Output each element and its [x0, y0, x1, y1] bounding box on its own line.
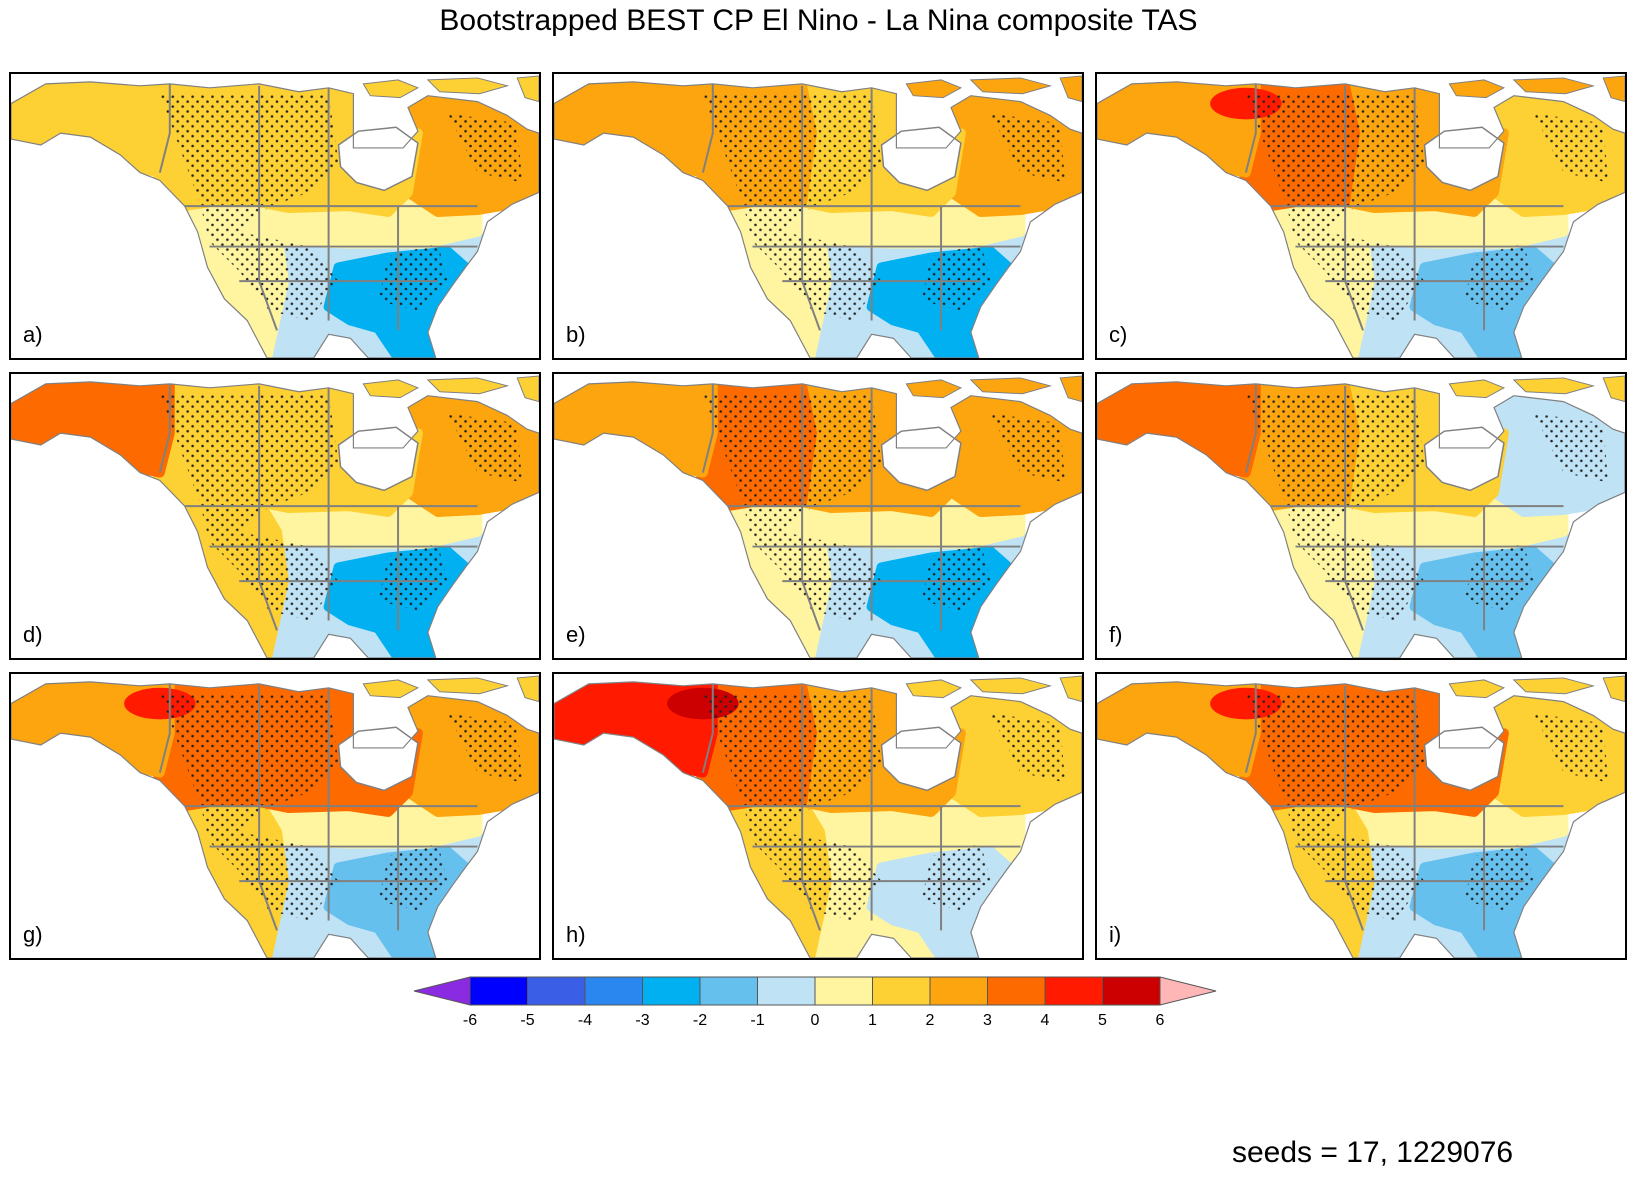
significance-stippling: [702, 393, 1066, 621]
panel-label: e): [566, 622, 586, 647]
map-panel: i): [1095, 672, 1627, 960]
colorbar-bin: [987, 976, 1046, 1006]
political-borders: [701, 383, 1021, 631]
coastline: [1097, 681, 1625, 958]
colorbar-bin: [757, 976, 816, 1006]
political-borders: [1244, 383, 1564, 631]
figure-title: Bootstrapped BEST CP El Nino - La Nina c…: [439, 4, 1198, 37]
colorbar-tick-label: -3: [635, 1012, 649, 1029]
colorbar-tick-label: -2: [693, 1012, 707, 1029]
coastline: [1097, 381, 1625, 658]
colorbar-tick-label: -6: [463, 1012, 477, 1029]
significance-stippling: [702, 693, 1066, 921]
significance-stippling: [159, 393, 523, 621]
colorbar-tick-label: -1: [750, 1012, 764, 1029]
panel-label: a): [23, 322, 43, 347]
temperature-anomaly-map: [11, 74, 539, 358]
colorbar-tick-label: 2: [926, 1012, 935, 1029]
colorbar-tick-label: 1: [868, 1012, 877, 1029]
political-borders: [701, 683, 1021, 931]
colorbar-bin: [1044, 976, 1103, 1006]
panel-label: i): [1109, 922, 1122, 947]
map-panel: f): [1095, 372, 1627, 660]
map-panel: a): [9, 72, 541, 360]
coastline: [1097, 81, 1625, 358]
map-panel: g): [9, 672, 541, 960]
temperature-anomaly-map: [554, 674, 1082, 958]
significance-stippling: [1245, 93, 1609, 321]
panel-label: d): [23, 622, 43, 647]
significance-stippling: [159, 693, 523, 921]
political-borders: [701, 83, 1021, 331]
colorbar-tick-label: 4: [1041, 1012, 1050, 1029]
temperature-anomaly-map: [1097, 74, 1625, 358]
map-panel: h): [552, 672, 1084, 960]
colorbar: -6 -5 -4 -3 -2 -1 0 1 2 3 4 5 6: [413, 976, 1217, 1029]
colorbar-bin: [814, 976, 873, 1006]
significance-stippling: [159, 93, 523, 321]
map-panel: d): [9, 372, 541, 660]
colorbar-tick-label: -4: [578, 1012, 592, 1029]
colorbar-below-triangle: [413, 976, 471, 1006]
colorbar-tick-label: 5: [1098, 1012, 1107, 1029]
political-borders: [1244, 83, 1564, 331]
significance-stippling: [1245, 393, 1609, 621]
significance-stippling: [1245, 693, 1609, 921]
colorbar-tick-label: 0: [811, 1012, 820, 1029]
coastline: [11, 381, 539, 658]
colorbar-above-triangle: [1159, 976, 1217, 1006]
colorbar-bin: [584, 976, 643, 1006]
colorbar-tick-label: 6: [1156, 1012, 1165, 1029]
temperature-anomaly-map: [554, 374, 1082, 658]
political-borders: [158, 683, 478, 931]
coastline: [554, 81, 1082, 358]
temperature-anomaly-map: [11, 674, 539, 958]
coastline: [554, 681, 1082, 958]
temperature-anomaly-map: [1097, 674, 1625, 958]
colorbar-bin: [642, 976, 701, 1006]
temperature-anomaly-map: [11, 374, 539, 658]
panel-label: c): [1109, 322, 1128, 347]
map-panel: e): [552, 372, 1084, 660]
colorbar-tick-label: -5: [520, 1012, 534, 1029]
panel-label: b): [566, 322, 586, 347]
panel-label: g): [23, 922, 43, 947]
political-borders: [158, 83, 478, 331]
colorbar-bin: [699, 976, 758, 1006]
political-borders: [158, 383, 478, 631]
colorbar-tick-label: 3: [983, 1012, 992, 1029]
political-borders: [1244, 683, 1564, 931]
coastline: [11, 81, 539, 358]
coastline: [11, 681, 539, 958]
map-panel: c): [1095, 72, 1627, 360]
colorbar-bin: [1102, 976, 1161, 1006]
panel-label: f): [1109, 622, 1123, 647]
temperature-anomaly-map: [1097, 374, 1625, 658]
colorbar-bin: [929, 976, 988, 1006]
temperature-anomaly-map: [554, 74, 1082, 358]
panel-label: h): [566, 922, 586, 947]
colorbar-bin: [527, 976, 586, 1006]
colorbar-bin: [469, 976, 528, 1006]
map-panel: b): [552, 72, 1084, 360]
colorbar-bin: [872, 976, 931, 1006]
coastline: [554, 381, 1082, 658]
significance-stippling: [702, 93, 1066, 321]
seeds-annotation: seeds = 17, 1229076: [1232, 1136, 1514, 1169]
